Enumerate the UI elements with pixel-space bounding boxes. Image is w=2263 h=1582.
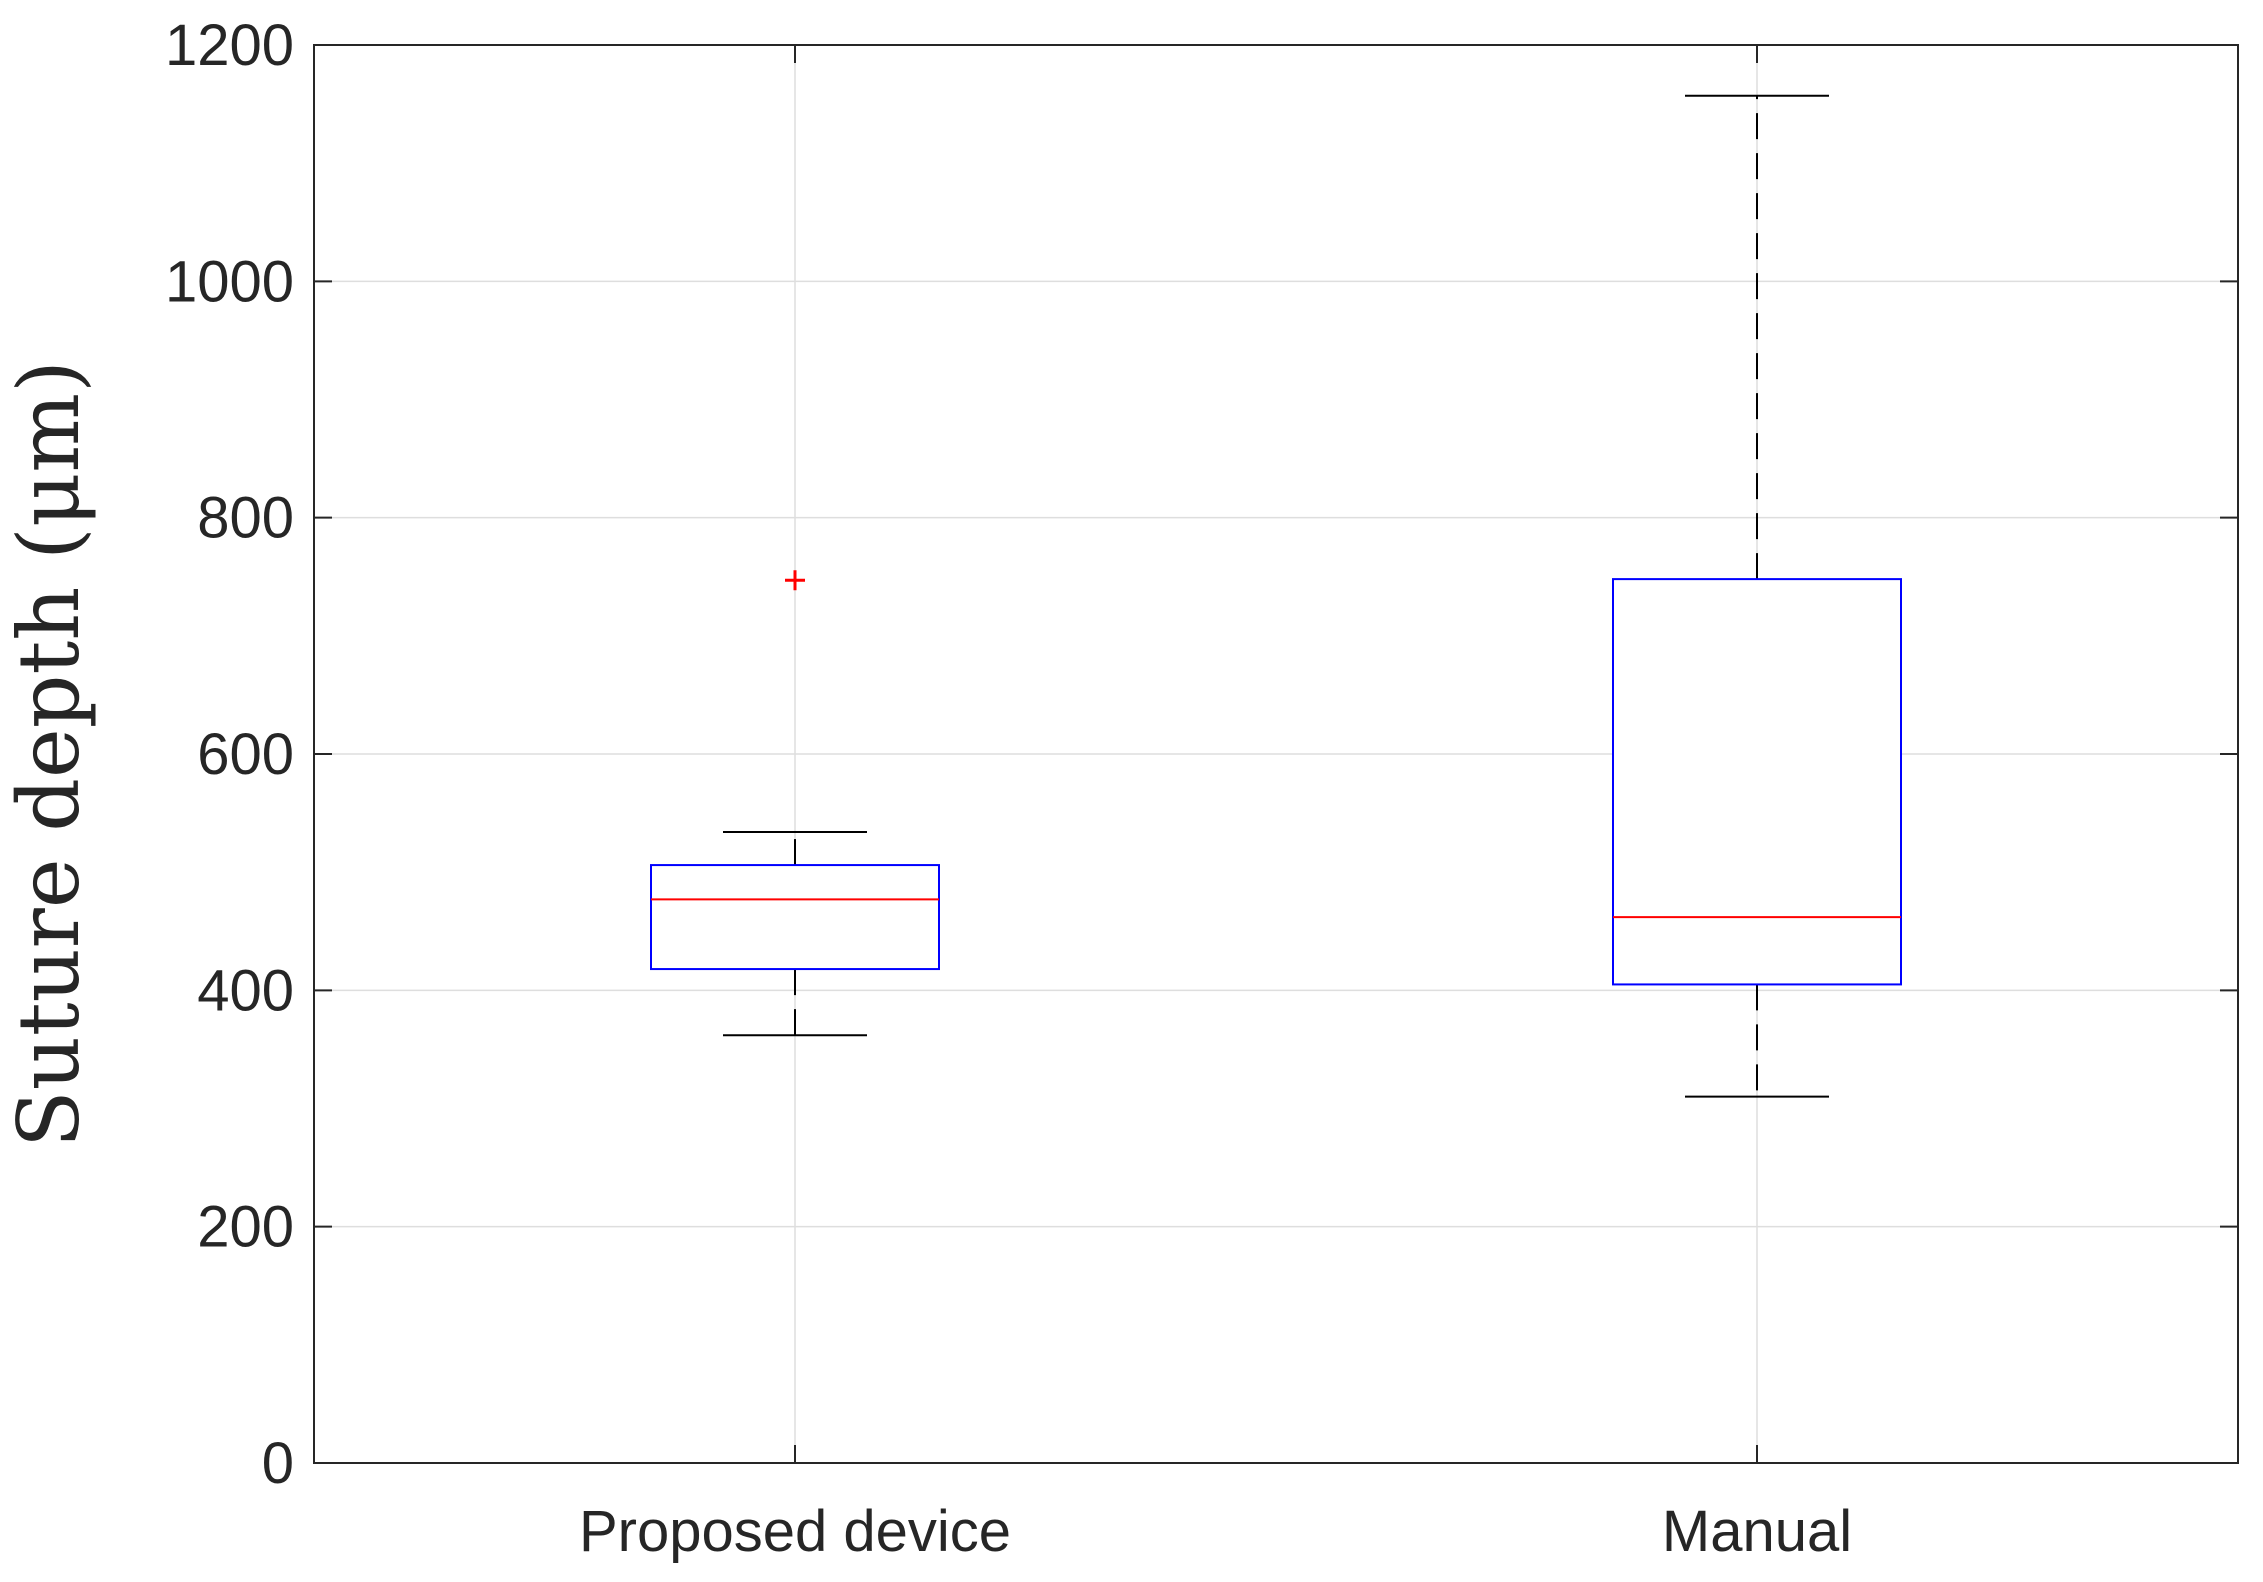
y-tick-label: 800 [197,486,294,551]
box-group [650,570,940,1037]
iqr-box [650,864,940,971]
axis-tick-labels: 0 200 400 600 800 1000 1200 Proposed device Manu… [165,13,1852,1564]
x-tick-label: Manual [1662,1499,1852,1564]
y-tick-label: 200 [197,1195,294,1260]
y-tick-label: 0 [262,1431,294,1496]
y-tick-label: 600 [197,722,294,787]
y-tick-label: 1000 [165,249,294,314]
y-tick-label: 400 [197,958,294,1023]
y-tick-label: 1200 [165,13,294,78]
box-group [1612,94,1902,1098]
axis-ticks [314,44,2238,1464]
iqr-box [1612,578,1902,986]
box-plot-series [650,94,1902,1098]
x-tick-label: Proposed device [579,1499,1011,1564]
y-axis-title: Suture depth (μm) [0,360,98,1148]
grid-lines [314,44,2238,1464]
outlier-marker [785,570,805,591]
